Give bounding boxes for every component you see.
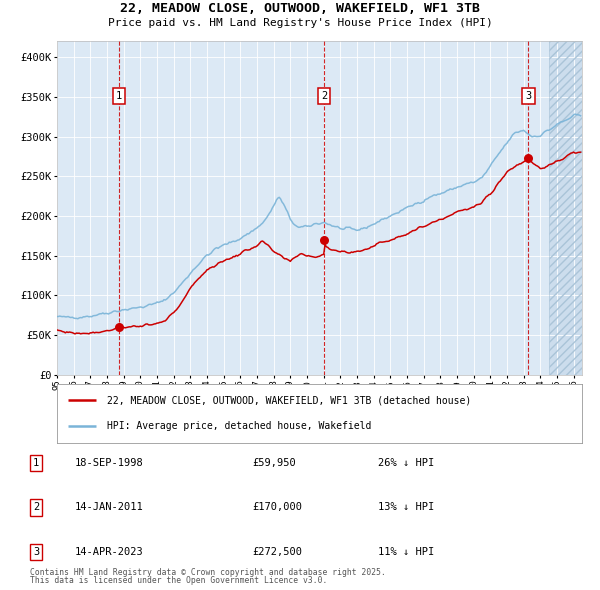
Text: Price paid vs. HM Land Registry's House Price Index (HPI): Price paid vs. HM Land Registry's House … [107,18,493,28]
Text: This data is licensed under the Open Government Licence v3.0.: This data is licensed under the Open Gov… [30,576,328,585]
Text: 2: 2 [33,503,39,512]
Text: 22, MEADOW CLOSE, OUTWOOD, WAKEFIELD, WF1 3TB (detached house): 22, MEADOW CLOSE, OUTWOOD, WAKEFIELD, WF… [107,395,471,405]
Text: 13% ↓ HPI: 13% ↓ HPI [378,503,434,512]
Text: 3: 3 [33,547,39,556]
Text: £59,950: £59,950 [252,458,296,468]
Text: 1: 1 [33,458,39,468]
Text: £170,000: £170,000 [252,503,302,512]
Text: 26% ↓ HPI: 26% ↓ HPI [378,458,434,468]
Text: 14-JAN-2011: 14-JAN-2011 [75,503,144,512]
Bar [548,41,582,375]
Text: 18-SEP-1998: 18-SEP-1998 [75,458,144,468]
Text: 14-APR-2023: 14-APR-2023 [75,547,144,556]
Text: 3: 3 [526,91,532,101]
Text: HPI: Average price, detached house, Wakefield: HPI: Average price, detached house, Wake… [107,421,371,431]
Text: 2: 2 [321,91,328,101]
Text: Contains HM Land Registry data © Crown copyright and database right 2025.: Contains HM Land Registry data © Crown c… [30,568,386,577]
Text: 11% ↓ HPI: 11% ↓ HPI [378,547,434,556]
Bar [548,41,582,375]
Text: 1: 1 [116,91,122,101]
Text: £272,500: £272,500 [252,547,302,556]
Text: 22, MEADOW CLOSE, OUTWOOD, WAKEFIELD, WF1 3TB: 22, MEADOW CLOSE, OUTWOOD, WAKEFIELD, WF… [120,2,480,15]
